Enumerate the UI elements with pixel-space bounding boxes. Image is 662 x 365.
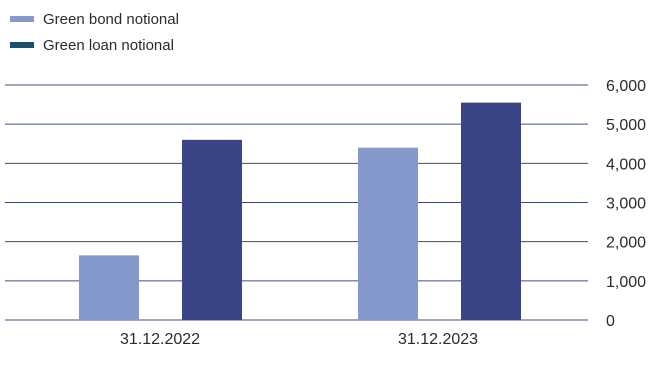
bar-green-bond-31.12.2023 (358, 147, 418, 320)
x-category-label: 31.12.2023 (398, 331, 478, 348)
legend-label-green-loan: Green loan notional (43, 36, 174, 54)
y-tick-label: 1,000 (606, 274, 646, 291)
legend-item-green-loan: Green loan notional (10, 32, 179, 58)
legend-item-green-bond: Green bond notional (10, 6, 179, 32)
bar-green-bond-31.12.2022 (79, 255, 139, 320)
bar-green-loan-31.12.2023 (461, 102, 521, 320)
y-tick-label: 4,000 (606, 156, 646, 173)
y-tick-label: 2,000 (606, 235, 646, 252)
legend-swatch-green-loan (10, 42, 34, 48)
x-category-label: 31.12.2022 (120, 331, 200, 348)
y-tick-label: 6,000 (606, 78, 646, 95)
y-tick-label: 0 (606, 313, 615, 330)
legend-label-green-bond: Green bond notional (43, 10, 179, 28)
y-tick-label: 3,000 (606, 196, 646, 213)
legend-swatch-green-bond (10, 16, 34, 22)
legend: Green bond notional Green loan notional (10, 6, 179, 58)
y-tick-label: 5,000 (606, 117, 646, 134)
bar-green-loan-31.12.2022 (182, 139, 242, 320)
